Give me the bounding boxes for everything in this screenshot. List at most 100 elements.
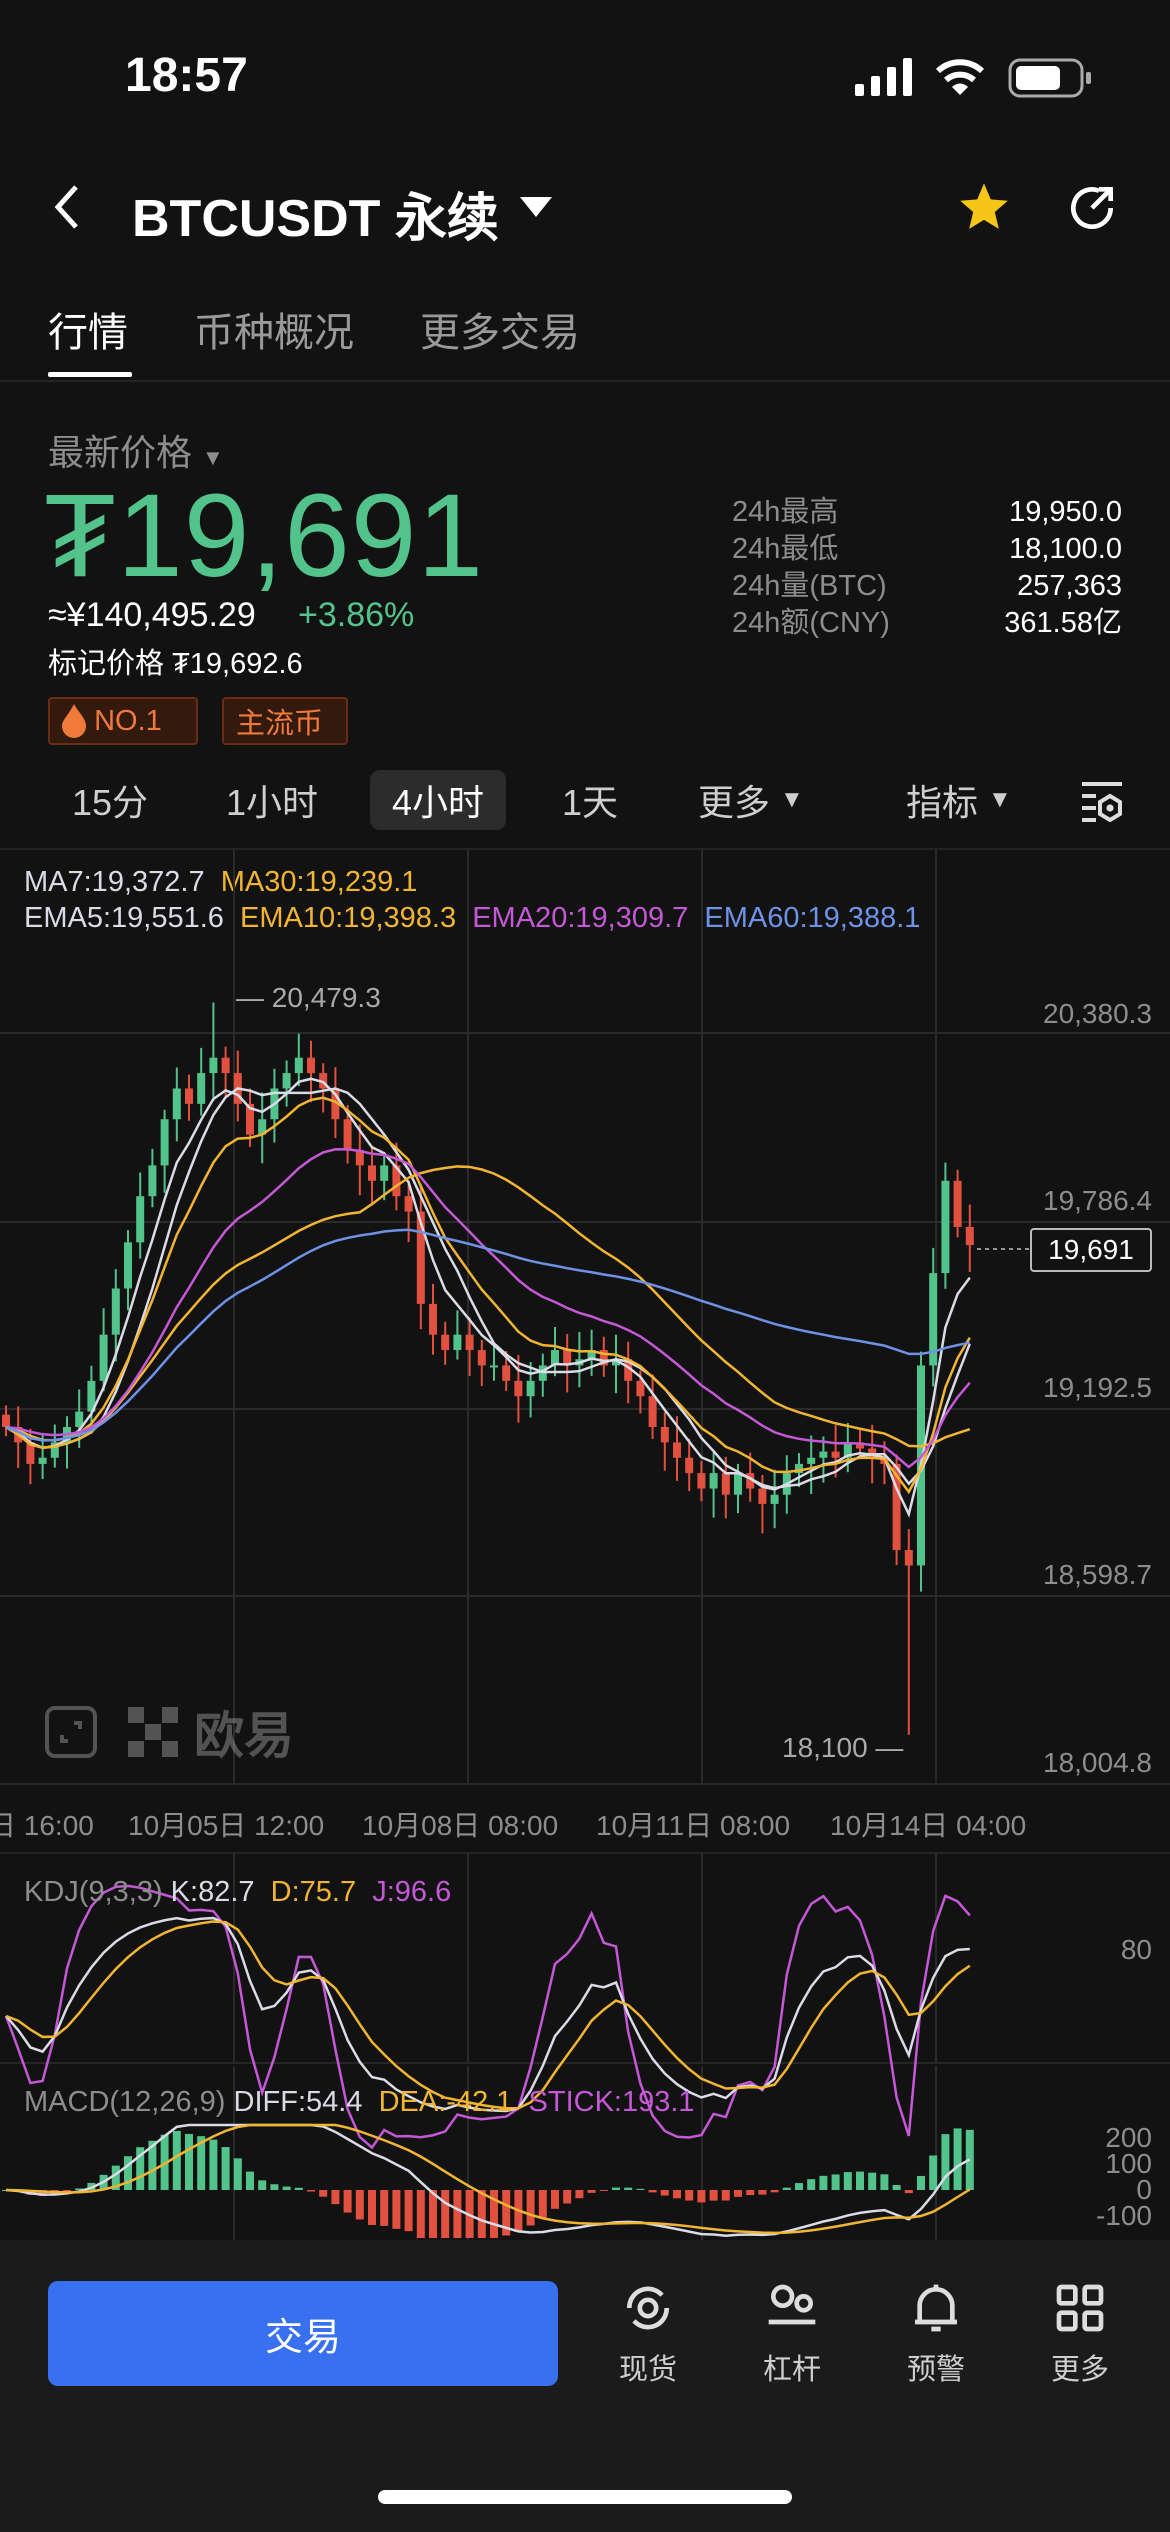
mainstream-badge[interactable]: 主流币 bbox=[222, 697, 348, 745]
macd-bar bbox=[477, 2190, 486, 2238]
time-axis-label: 10月08日 08:00 bbox=[362, 1810, 559, 1841]
macd-bar bbox=[673, 2190, 681, 2199]
divider bbox=[0, 380, 1170, 382]
rank-badge[interactable]: NO.1 bbox=[48, 697, 198, 745]
refresh-share-icon[interactable] bbox=[1064, 180, 1120, 236]
candle-body bbox=[368, 1165, 376, 1181]
nav-alert[interactable]: 预警 bbox=[876, 2280, 996, 2388]
status-time: 18:57 bbox=[125, 49, 248, 102]
macd-bar bbox=[270, 2184, 279, 2190]
macd-bar bbox=[502, 2190, 511, 2236]
macd-diff: DIFF:54.4 bbox=[233, 2086, 363, 2118]
chart-settings-icon[interactable] bbox=[1080, 780, 1124, 822]
stat-label: 24h最低 bbox=[732, 533, 839, 565]
price-axis-label: 18,004.8 bbox=[1043, 1747, 1152, 1778]
macd-bar bbox=[770, 2190, 779, 2193]
timeframe-1d[interactable]: 1天 bbox=[562, 782, 619, 823]
ema-legend: EMA5:19,551.6 EMA10:19,398.3 EMA20:19,30… bbox=[24, 902, 920, 935]
candle-body bbox=[697, 1473, 706, 1489]
candle-body bbox=[929, 1273, 938, 1366]
macd-dea: DEA:-42.1 bbox=[378, 2086, 513, 2118]
tab-coin-overview[interactable]: 币种概况 bbox=[194, 311, 354, 355]
candle-body bbox=[294, 1057, 303, 1074]
okx-watermark: 欧易 bbox=[44, 1696, 294, 1768]
candle-body bbox=[599, 1350, 608, 1366]
tab-market[interactable]: 行情 bbox=[48, 311, 128, 355]
battery-icon bbox=[1008, 58, 1091, 98]
macd-bar bbox=[758, 2190, 767, 2195]
kdj-d: D:75.7 bbox=[270, 1876, 357, 1908]
candle-body bbox=[770, 1494, 779, 1504]
candle-body bbox=[709, 1473, 718, 1489]
timeframe-more[interactable]: 更多 ▼ bbox=[698, 770, 804, 830]
nav-label: 杠杆 bbox=[762, 2354, 821, 2386]
nav-label: 预警 bbox=[906, 2354, 965, 2386]
macd-bar bbox=[551, 2190, 559, 2209]
macd-bar bbox=[294, 2187, 303, 2190]
cny-price: ≈¥140,495.29 bbox=[48, 596, 256, 634]
caret-down-icon[interactable] bbox=[520, 197, 552, 219]
indicators-dropdown[interactable]: 指标 ▼ bbox=[906, 770, 1012, 830]
macd-bar bbox=[782, 2187, 791, 2190]
fullscreen-icon[interactable] bbox=[44, 1705, 98, 1759]
candle-body bbox=[514, 1380, 523, 1397]
macd-bar bbox=[282, 2186, 291, 2190]
tab-more-trading[interactable]: 更多交易 bbox=[420, 311, 580, 355]
nav-margin[interactable]: 杠杆 bbox=[732, 2280, 852, 2388]
candlestick-chart[interactable] bbox=[0, 849, 1170, 2240]
macd-bar bbox=[599, 2190, 608, 2191]
candle-body bbox=[819, 1451, 828, 1458]
macd-bar bbox=[721, 2190, 730, 2201]
back-chevron-left-icon[interactable] bbox=[52, 184, 82, 230]
ma-legend: MA7:19,372.7 MA30:19,239.1 bbox=[24, 866, 417, 899]
macd-bar bbox=[892, 2185, 901, 2190]
timeframe-4h[interactable]: 4小时 bbox=[370, 770, 507, 830]
bell-icon bbox=[915, 2284, 957, 2332]
star-icon[interactable] bbox=[956, 180, 1012, 234]
candle-body bbox=[380, 1165, 389, 1181]
price-change: +3.86% bbox=[298, 596, 415, 634]
candle-body bbox=[953, 1180, 962, 1227]
kdj-j: J:96.6 bbox=[372, 1876, 452, 1908]
macd-bar bbox=[172, 2130, 181, 2190]
stat-value: 361.58亿 bbox=[1004, 607, 1122, 639]
candle-body bbox=[355, 1150, 364, 1166]
macd-bar bbox=[843, 2172, 852, 2190]
kdj-k-line bbox=[5, 1916, 970, 2113]
nav-spot[interactable]: 现货 bbox=[588, 2280, 708, 2388]
macd-dea-line bbox=[5, 2123, 971, 2235]
spot-icon bbox=[626, 2286, 670, 2330]
candle-body bbox=[563, 1350, 572, 1366]
macd-bar bbox=[307, 2190, 315, 2192]
instrument-title[interactable]: BTCUSDT 永续 bbox=[132, 190, 499, 248]
macd-bar bbox=[563, 2190, 572, 2204]
macd-bar bbox=[526, 2190, 535, 2226]
nav-label: 更多 bbox=[1050, 2354, 1109, 2386]
macd-bar bbox=[197, 2136, 206, 2190]
kdj-k: K:82.7 bbox=[170, 1876, 255, 1908]
trade-button[interactable]: 交易 bbox=[48, 2281, 558, 2386]
candle-body bbox=[551, 1350, 559, 1366]
macd-bar bbox=[831, 2174, 840, 2190]
latest-price-label: 最新价格 bbox=[48, 432, 193, 473]
candle-body bbox=[282, 1073, 291, 1089]
time-axis-label: 10月11日 08:00 bbox=[596, 1810, 791, 1841]
timeframe-1h[interactable]: 1小时 bbox=[226, 782, 319, 823]
macd-bar bbox=[697, 2190, 706, 2203]
grid-icon bbox=[1056, 2284, 1104, 2332]
candle-body bbox=[416, 1211, 425, 1304]
macd-legend: MACD(12,26,9) DIFF:54.4 DEA:-42.1 STICK:… bbox=[24, 2086, 695, 2119]
latest-price-selector[interactable]: 最新价格 ▼ bbox=[48, 424, 224, 476]
candle-body bbox=[209, 1057, 218, 1074]
candle-body bbox=[490, 1365, 498, 1368]
macd-bar bbox=[392, 2190, 401, 2229]
candle-body bbox=[904, 1550, 913, 1566]
macd-bar bbox=[209, 2139, 218, 2190]
candle-body bbox=[136, 1196, 145, 1243]
macd-bar bbox=[575, 2190, 584, 2199]
macd-bar bbox=[795, 2183, 803, 2190]
nav-more[interactable]: 更多 bbox=[1020, 2280, 1140, 2388]
timeframe-15m[interactable]: 15分 bbox=[72, 782, 149, 823]
mark-price-value: ₮19,692.6 bbox=[172, 648, 303, 680]
kdj-d-line bbox=[5, 1920, 971, 2110]
